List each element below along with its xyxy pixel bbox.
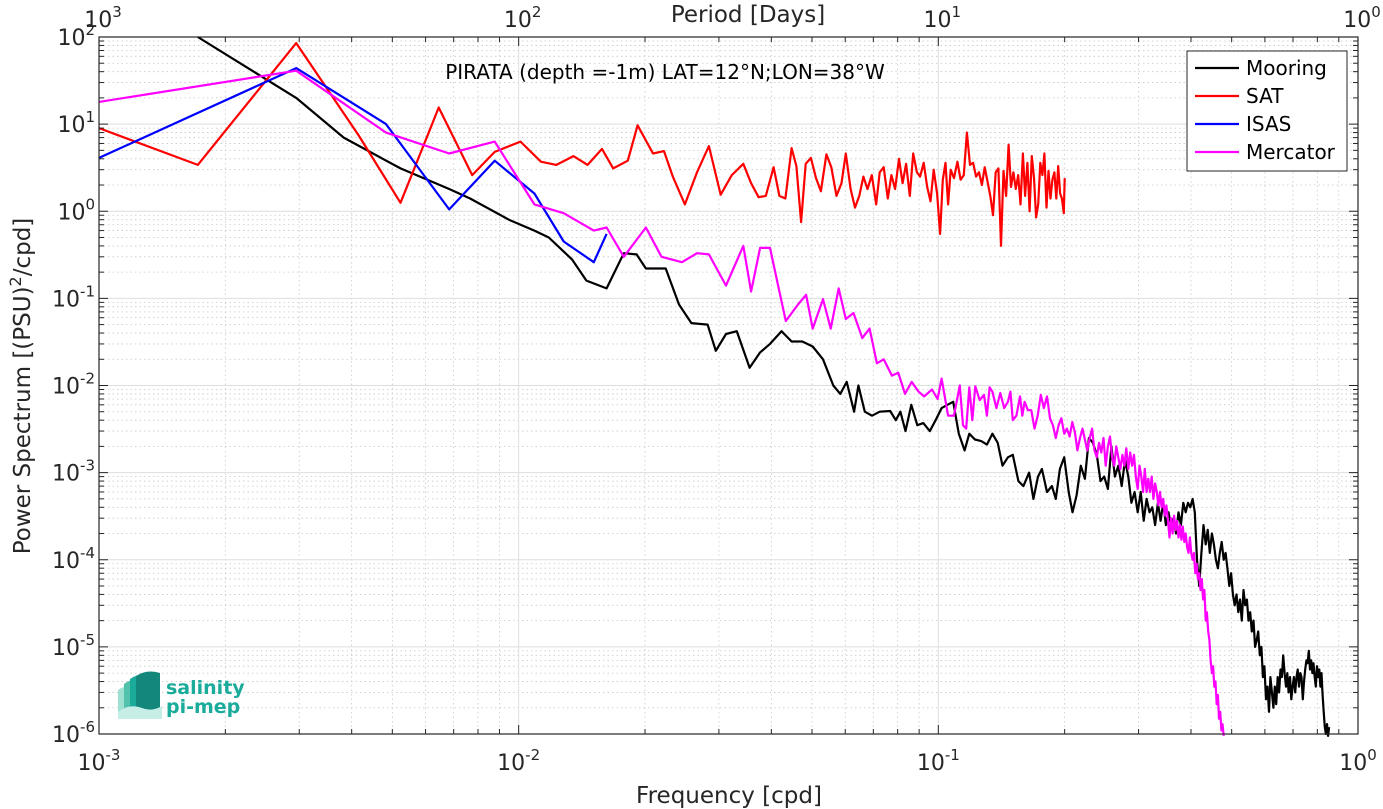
logo-line2: pi-mep (166, 696, 240, 718)
chart-title: PIRATA (depth =-1m) LAT=12°N;LON=38°W (445, 60, 885, 84)
axis-ticks (98, 37, 1358, 735)
top-tick-label: 100 (1343, 3, 1381, 33)
legend-label-mooring: Mooring (1246, 56, 1327, 80)
top-tick-label: 103 (84, 3, 122, 33)
y-tick-label: 10-3 (52, 457, 95, 487)
logo-wave-icon (118, 671, 162, 719)
x-tick-label: 100 (1339, 746, 1377, 776)
x-axis-label: Frequency [cpd] (636, 783, 822, 809)
series-layer (98, 36, 1331, 737)
y-axis-label-tail: /cpd] (10, 218, 36, 277)
salinity-pi-mep-logo: salinity pi-mep (118, 671, 245, 719)
top-tick-label: 102 (504, 3, 542, 33)
x-tick-label: 10-1 (917, 746, 960, 776)
y-tick-label: 101 (57, 108, 95, 138)
series-line-isas (98, 67, 608, 264)
y-tick-label: 10-5 (52, 631, 95, 661)
legend-label-isas: ISAS (1246, 112, 1291, 136)
logo-line1: salinity (166, 677, 245, 699)
top-axis-label: Period [Days] (671, 2, 825, 28)
series-line-mooring (197, 36, 1331, 737)
top-tick-label: 101 (924, 3, 962, 33)
y-tick-label: 10-2 (52, 370, 95, 400)
y-tick-label: 10-1 (52, 282, 95, 312)
legend-label-mercator: Mercator (1246, 140, 1336, 164)
y-tick-label: 10-4 (52, 544, 95, 574)
grid (98, 36, 1359, 735)
y-tick-label: 10-6 (52, 718, 95, 748)
series-line-mercator (98, 69, 1225, 737)
series-line-sat (98, 42, 1066, 247)
y-axis-label: Power Spectrum [(PSU)2/cpd] (6, 218, 36, 555)
legend-label-sat: SAT (1246, 84, 1284, 108)
y-axis-label-main: Power Spectrum [(PSU) (10, 286, 36, 554)
y-axis-label-sup: 2 (6, 276, 25, 286)
y-tick-label: 100 (57, 195, 95, 225)
legend: Mooring SAT ISAS Mercator (1186, 50, 1348, 172)
x-tick-label: 10-3 (78, 746, 121, 776)
y-tick-label: 102 (57, 21, 95, 51)
x-tick-label: 10-2 (497, 746, 540, 776)
